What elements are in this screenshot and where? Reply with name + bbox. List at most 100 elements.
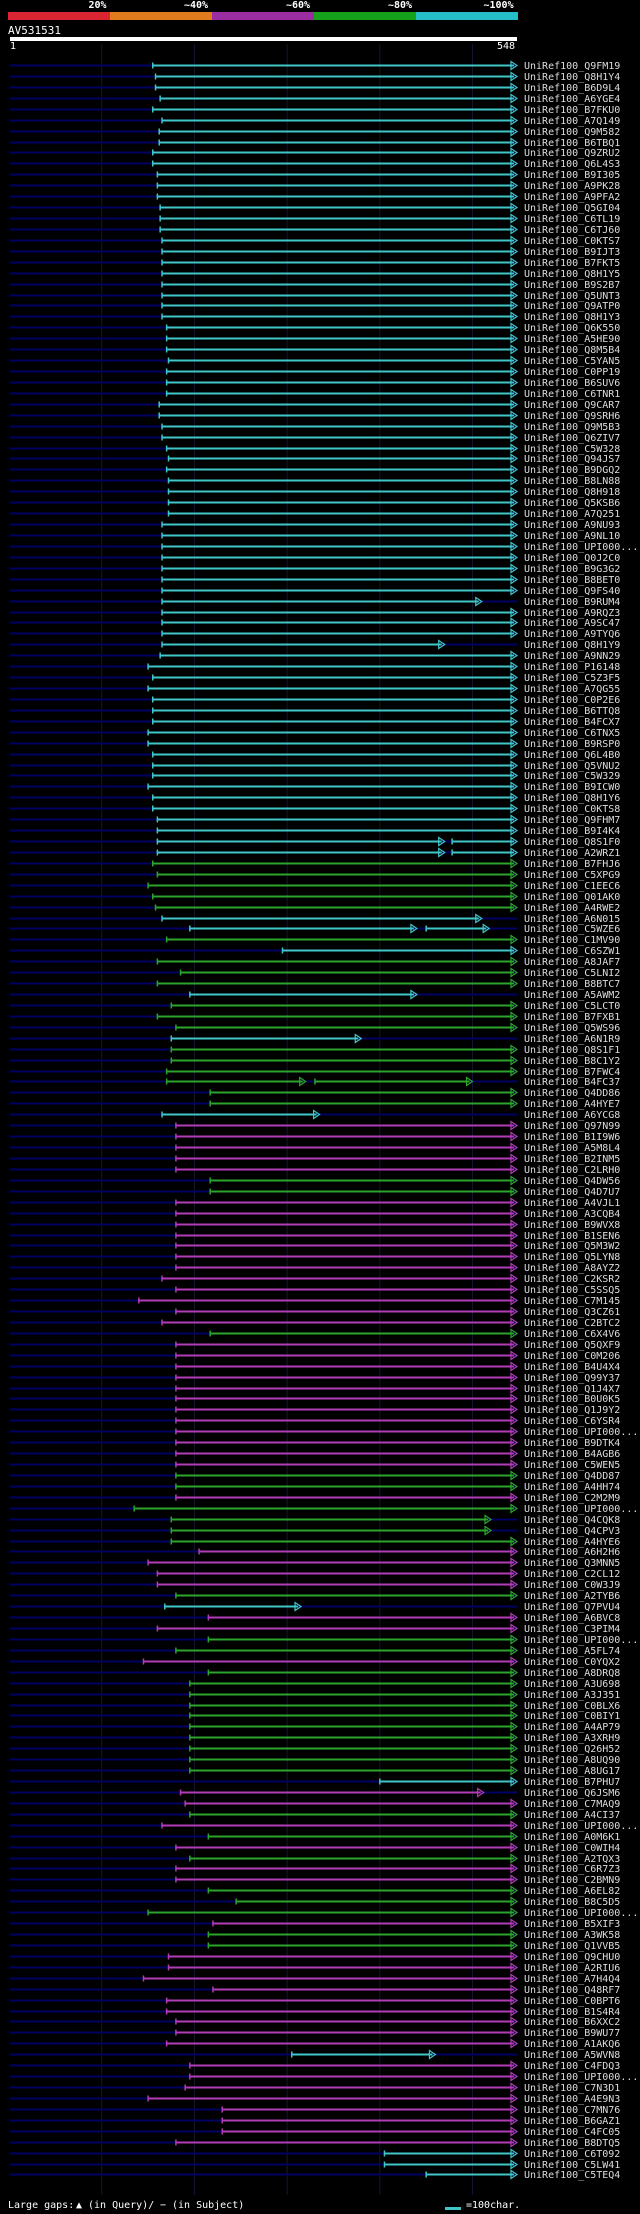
hit-row[interactable]: UniRef100_Q9CHU0 [10,1951,620,1963]
hit-row[interactable]: UniRef100_B9DTK4 [10,1437,620,1449]
hit-label[interactable]: UniRef100_Q3MNN5 [524,1558,620,1569]
hit-row[interactable]: UniRef100_A4CI37 [10,1809,620,1821]
hit-label[interactable]: UniRef100_C6TJ60 [524,225,620,236]
hit-row[interactable]: UniRef100_A8UQ90 [10,1754,620,1766]
hit-label[interactable]: UniRef100_B1I9W6 [524,1132,620,1143]
hit-label[interactable]: UniRef100_Q5UNT3 [524,291,620,302]
hit-label[interactable]: UniRef100_C0W3J9 [524,1580,620,1591]
hit-row[interactable]: UniRef100_A9NU93 [10,519,620,531]
hit-label[interactable]: UniRef100_Q8S1F1 [524,1045,620,1056]
hit-row[interactable]: UniRef100_UPI000... [10,2071,638,2083]
hit-label[interactable]: UniRef100_C6TL19 [524,214,620,225]
hit-label[interactable]: UniRef100_Q4CPV3 [524,1526,620,1537]
hit-label[interactable]: UniRef100_A4HH74 [524,1482,620,1493]
hit-label[interactable]: UniRef100_Q9M582 [524,127,620,138]
hit-label[interactable]: UniRef100_B7FKT5 [524,258,620,269]
hit-label[interactable]: UniRef100_B8LN88 [524,476,620,487]
hit-row[interactable]: UniRef100_C2BTC2 [10,1317,620,1329]
hit-row[interactable]: UniRef100_B8BTC7 [10,978,620,990]
hit-label[interactable]: UniRef100_Q26H52 [524,1744,620,1755]
hit-label[interactable]: UniRef100_B1S4R4 [524,2007,620,2018]
hit-row[interactable]: UniRef100_C1EEC6 [10,880,620,892]
hit-row[interactable]: UniRef100_B0U0K5 [10,1393,620,1405]
hit-label[interactable]: UniRef100_A9NN29 [524,651,620,662]
hit-label[interactable]: UniRef100_Q5WS96 [524,1023,620,1034]
hit-row[interactable]: UniRef100_Q9SRH6 [10,410,620,422]
hit-label[interactable]: UniRef100_B7PHU7 [524,1777,620,1788]
hit-row[interactable]: UniRef100_B9ICW0 [10,781,620,793]
hit-label[interactable]: UniRef100_A5M8L4 [524,1143,620,1154]
hit-row[interactable]: UniRef100_Q0J2C0 [10,552,620,564]
hit-row[interactable]: UniRef100_Q01AK0 [10,891,620,903]
hit-label[interactable]: UniRef100_B2INM5 [524,1154,620,1165]
hit-label[interactable]: UniRef100_B9DTK4 [524,1438,620,1449]
hit-row[interactable]: UniRef100_Q9CAR7 [10,399,620,411]
hit-row[interactable]: UniRef100_Q8H1Y6 [10,792,620,804]
hit-row[interactable]: UniRef100_C0P2E6 [10,694,620,706]
hit-row[interactable]: UniRef100_C0PP19 [10,366,620,378]
hit-row[interactable]: UniRef100_A7Q149 [10,115,620,127]
hit-row[interactable]: UniRef100_Q5LYN8 [10,1251,620,1263]
hit-row[interactable]: UniRef100_C1MV90 [10,934,620,946]
hit-label[interactable]: UniRef100_A9PFA2 [524,192,620,203]
hit-row[interactable]: UniRef100_Q3MNN5 [10,1557,620,1569]
hit-label[interactable]: UniRef100_C0BLX6 [524,1701,620,1712]
hit-label[interactable]: UniRef100_C0KTS7 [524,236,620,247]
hit-label[interactable]: UniRef100_Q5VNU2 [524,761,620,772]
hit-row[interactable]: UniRef100_A8JAF7 [10,956,620,968]
hit-label[interactable]: UniRef100_B9I4K4 [524,826,620,837]
hit-row[interactable]: UniRef100_C4FDQ3 [10,2060,620,2072]
hit-label[interactable]: UniRef100_A3U698 [524,1679,620,1690]
hit-label[interactable]: UniRef100_Q6JSM6 [524,1788,620,1799]
hit-label[interactable]: UniRef100_C5W328 [524,444,620,455]
hit-label[interactable]: UniRef100_A3XRH9 [524,1733,620,1744]
hit-row[interactable]: UniRef100_A3J351 [10,1689,620,1701]
hit-label[interactable]: UniRef100_A4HYE7 [524,1099,620,1110]
hit-row[interactable]: UniRef100_C5LW41 [10,2159,620,2171]
hit-row[interactable]: UniRef100_C2CL12 [10,1568,620,1580]
hit-row[interactable]: UniRef100_C5Z3F5 [10,672,620,684]
hit-row[interactable]: UniRef100_C0BLX6 [10,1700,620,1712]
hit-label[interactable]: UniRef100_C6TNR1 [524,389,620,400]
hit-label[interactable]: UniRef100_B9DGQ2 [524,465,620,476]
hit-label[interactable]: UniRef100_A3CQB4 [524,1209,620,1220]
hit-label[interactable]: UniRef100_A6N1R9 [524,1034,620,1045]
hit-label[interactable]: UniRef100_A6YCG8 [524,1110,620,1121]
hit-row[interactable]: UniRef100_C5SSQ5 [10,1284,620,1296]
hit-label[interactable]: UniRef100_Q6L4S3 [524,159,620,170]
hit-row[interactable]: UniRef100_A3WK58 [10,1929,620,1941]
hit-label[interactable]: UniRef100_Q97N99 [524,1121,620,1132]
hit-row[interactable]: UniRef100_A3U698 [10,1678,620,1690]
hit-row[interactable]: UniRef100_Q4CPV3 [10,1525,620,1537]
hit-row[interactable]: UniRef100_A2TYB6 [10,1590,620,1602]
hit-row[interactable]: UniRef100_Q8S1F0 [10,836,620,848]
hit-row[interactable]: UniRef100_A0M6K1 [10,1831,620,1843]
hit-row[interactable]: UniRef100_Q9FS40 [10,585,620,597]
hit-row[interactable]: UniRef100_Q8H1Y3 [10,311,620,323]
hit-label[interactable]: UniRef100_Q9ZRU2 [524,148,620,159]
hit-label[interactable]: UniRef100_Q8H1Y6 [524,793,620,804]
hit-row[interactable]: UniRef100_A2TQX3 [10,1853,620,1865]
hit-row[interactable]: UniRef100_A5HE90 [10,333,620,345]
hit-label[interactable]: UniRef100_C1MV90 [524,935,620,946]
hit-row[interactable]: UniRef100_B4AGB6 [10,1448,620,1460]
hit-label[interactable]: UniRef100_Q99Y37 [524,1373,620,1384]
hit-label[interactable]: UniRef100_C5WEN5 [524,1460,620,1471]
hit-row[interactable]: UniRef100_B7PHU7 [10,1776,620,1788]
hit-row[interactable]: UniRef100_B9WVX8 [10,1219,620,1231]
hit-row[interactable]: UniRef100_A4VJL1 [10,1197,620,1209]
hit-row[interactable]: UniRef100_Q6K550 [10,322,620,334]
hit-label[interactable]: UniRef100_Q8H1Y5 [524,269,620,280]
hit-row[interactable]: UniRef100_B9S2B7 [10,279,620,291]
hit-row[interactable]: UniRef100_UPI000... [10,541,638,553]
hit-label[interactable]: UniRef100_A2TQX3 [524,1854,620,1865]
hit-row[interactable]: UniRef100_B9I305 [10,169,620,181]
hit-label[interactable]: UniRef100_Q48RF7 [524,1985,620,1996]
hit-row[interactable]: UniRef100_B7FKT5 [10,257,620,269]
hit-row[interactable]: UniRef100_C5LNI2 [10,967,620,979]
hit-label[interactable]: UniRef100_B4FCX7 [524,717,620,728]
hit-row[interactable]: UniRef100_UPI000... [10,1503,638,1515]
hit-label[interactable]: UniRef100_B5XIF3 [524,1919,620,1930]
hit-row[interactable]: UniRef100_B9DGQ2 [10,464,620,476]
hit-label[interactable]: UniRef100_B9IJT3 [524,247,620,258]
